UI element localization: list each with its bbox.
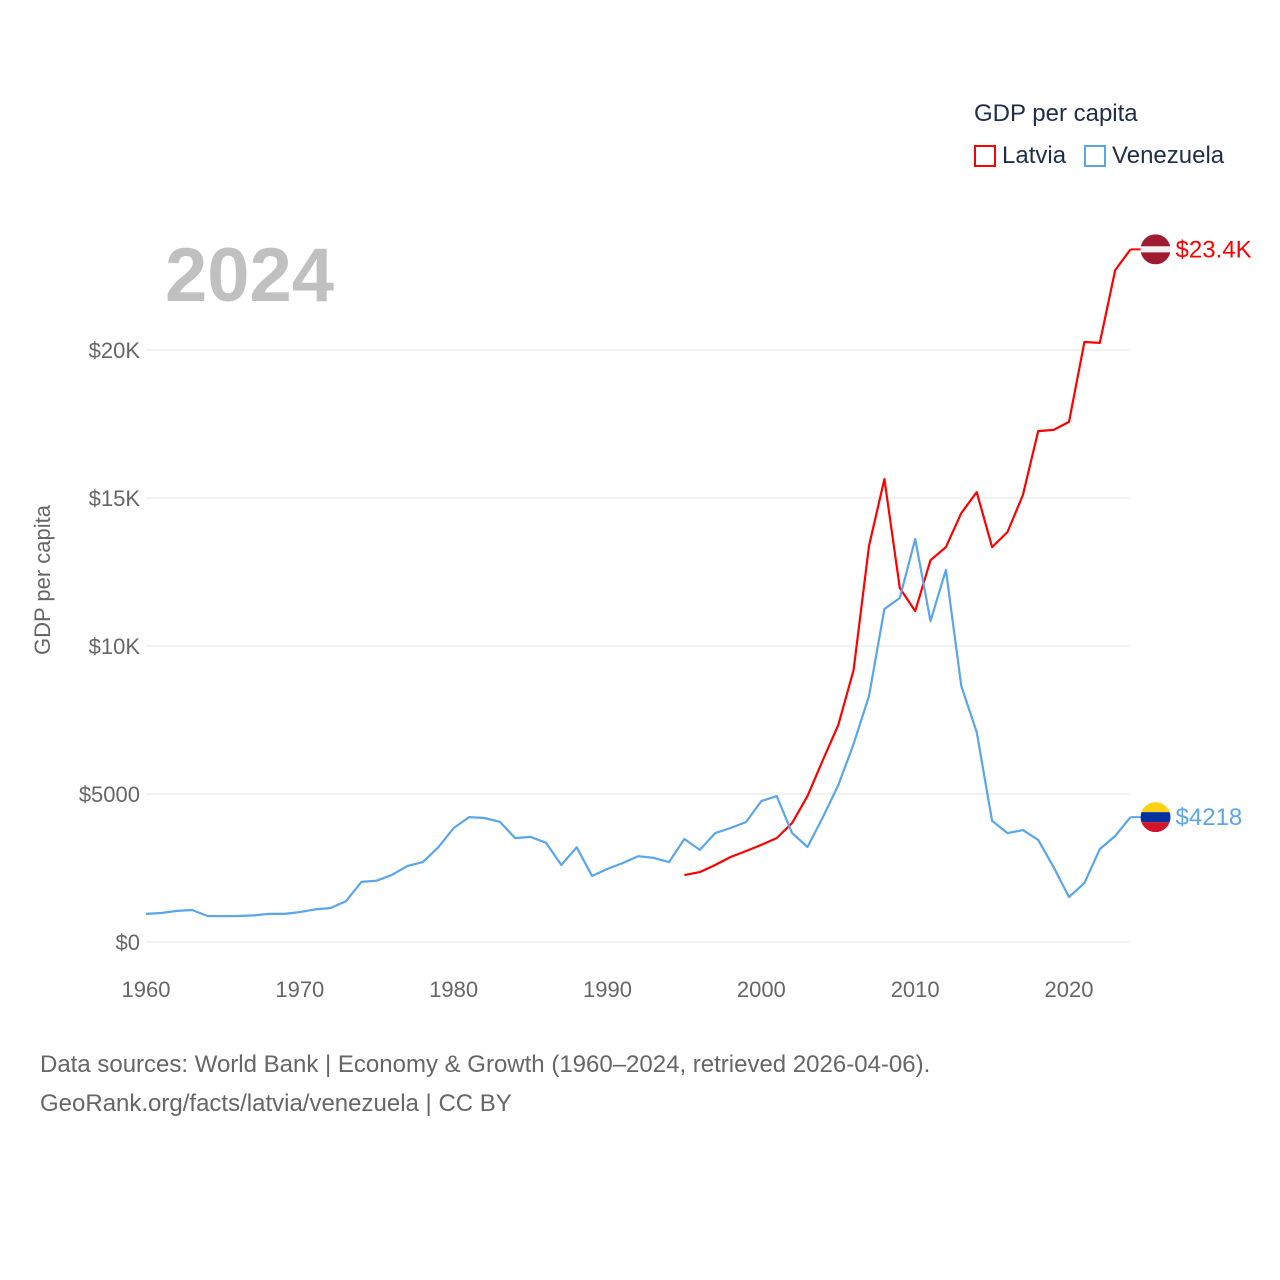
end-label-latvia: $23.4K <box>1176 236 1252 263</box>
end-label-venezuela: $4218 <box>1176 804 1243 831</box>
y-tick-label: $15K <box>89 486 141 511</box>
legend-item-latvia[interactable]: Latvia <box>974 142 1066 170</box>
legend: Latvia Venezuela <box>974 142 1224 170</box>
y-tick-label: $10K <box>89 634 141 659</box>
year-label: 2024 <box>165 233 335 318</box>
data-sources: Data sources: World Bank | Economy & Gro… <box>40 1051 931 1078</box>
series-line-latvia <box>684 248 1132 877</box>
footer: Data sources: World Bank | Economy & Gro… <box>40 1045 930 1123</box>
source-link[interactable]: GeoRank.org/facts/latvia/venezuela | CC … <box>40 1090 512 1117</box>
latvia-flag-icon <box>1140 234 1171 265</box>
x-tick-label: 1970 <box>275 977 324 1002</box>
x-tick-label: 2000 <box>737 977 786 1002</box>
legend-title: GDP per capita <box>974 100 1138 127</box>
x-tick-label: 1960 <box>122 977 171 1002</box>
x-tick-label: 1990 <box>583 977 632 1002</box>
legend-swatch-latvia <box>974 145 996 167</box>
x-tick-label: 2020 <box>1045 977 1094 1002</box>
x-tick-label: 2010 <box>891 977 940 1002</box>
y-tick-label: $5000 <box>79 782 140 807</box>
venezuela-flag-icon <box>1140 802 1171 833</box>
x-tick-label: 1980 <box>429 977 478 1002</box>
y-axis-label: GDP per capita <box>30 504 55 656</box>
legend-item-venezuela[interactable]: Venezuela <box>1084 142 1224 170</box>
legend-label-venezuela: Venezuela <box>1112 142 1225 169</box>
y-tick-label: $0 <box>116 930 140 955</box>
legend-label-latvia: Latvia <box>1002 142 1067 169</box>
y-tick-label: $20K <box>89 338 141 363</box>
series-line-venezuela <box>145 537 1132 918</box>
legend-swatch-venezuela <box>1084 145 1107 167</box>
